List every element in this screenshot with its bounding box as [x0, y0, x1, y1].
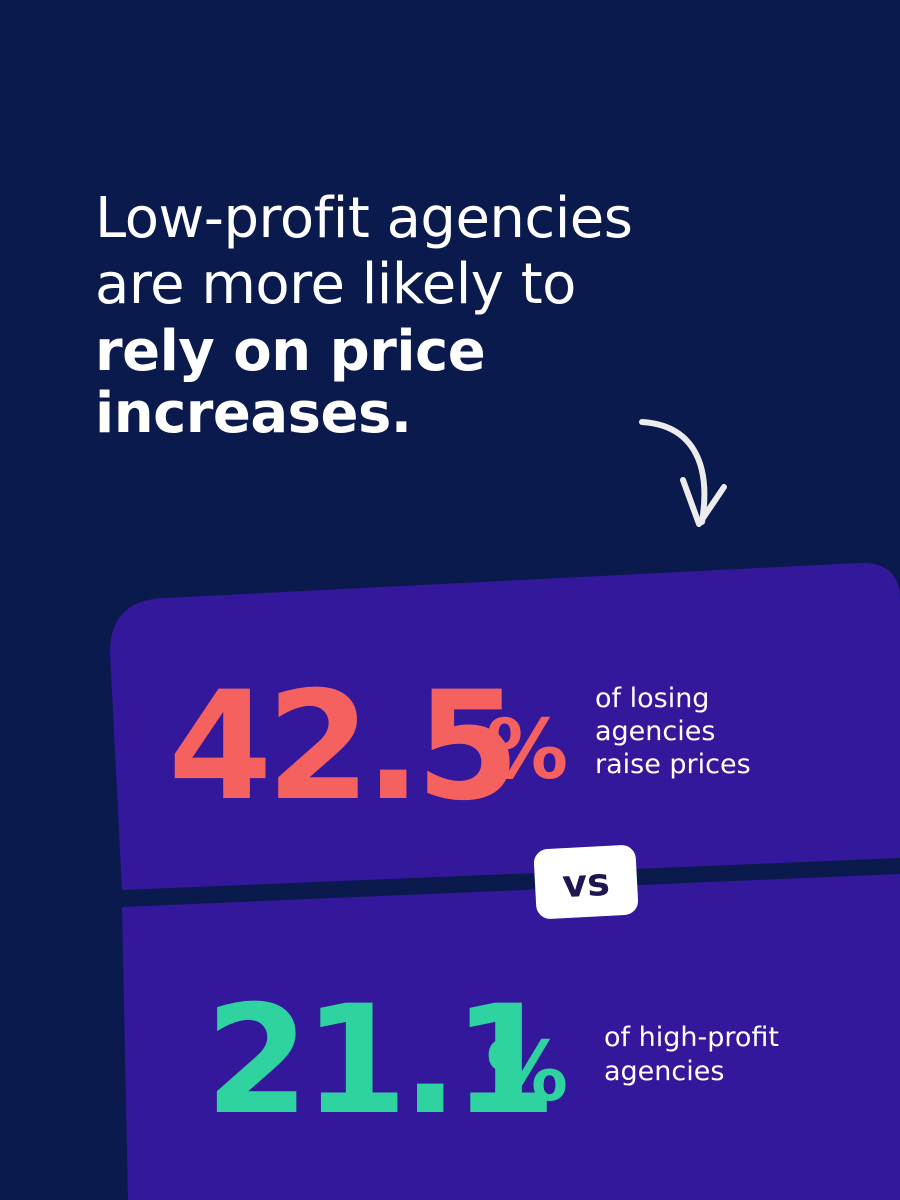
headline-line: rely on price: [95, 319, 485, 384]
headline-line: are more likely to: [95, 252, 576, 317]
stat-unit: %: [486, 703, 568, 798]
panel-bottom: [122, 874, 900, 1200]
stat-value: 42.5: [168, 660, 514, 834]
stat-caption: of losing: [595, 683, 709, 714]
stat-value: 21.1: [205, 974, 551, 1148]
stat-unit: %: [486, 1025, 568, 1120]
vs-label: vs: [561, 860, 611, 906]
panel-top: [110, 562, 900, 890]
stat-caption: agencies: [604, 1056, 724, 1087]
arrow: [639, 419, 727, 527]
stat-caption: raise prices: [595, 749, 751, 780]
vs-badge: vs: [533, 845, 639, 919]
vs-badge-bg: [533, 845, 639, 919]
stat-caption: of high-profit: [604, 1022, 779, 1053]
headline-line: Low-profit agencies: [95, 186, 632, 251]
stat-caption: agencies: [595, 716, 715, 747]
headline-line: increases.: [95, 381, 412, 446]
